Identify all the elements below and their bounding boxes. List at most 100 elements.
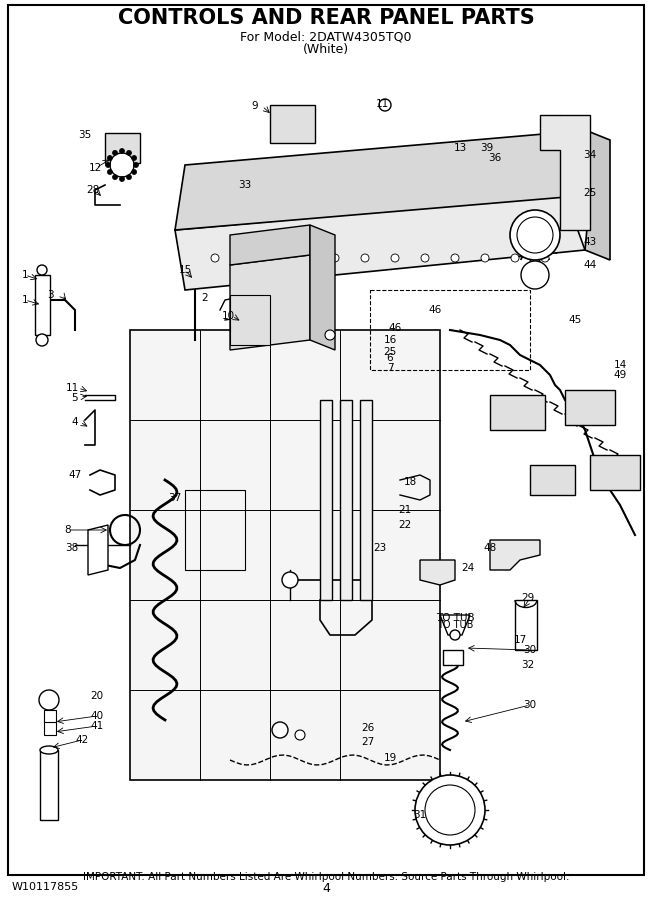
Polygon shape [490, 540, 540, 570]
Circle shape [132, 156, 137, 160]
Text: 14: 14 [614, 360, 627, 370]
Text: 19: 19 [383, 753, 396, 763]
Circle shape [421, 254, 429, 262]
Circle shape [108, 156, 112, 160]
Text: CONTROLS AND REAR PANEL PARTS: CONTROLS AND REAR PANEL PARTS [117, 8, 535, 28]
Text: 2: 2 [201, 293, 208, 303]
Bar [270, 105, 315, 143]
Text: 6: 6 [387, 353, 393, 363]
Circle shape [451, 254, 459, 262]
Text: TO TUB: TO TUB [437, 620, 473, 630]
Bar [35, 275, 50, 335]
Text: 21: 21 [398, 505, 411, 515]
Text: 37: 37 [168, 493, 182, 503]
Bar [130, 330, 440, 780]
Circle shape [110, 153, 134, 177]
Circle shape [282, 572, 298, 588]
Circle shape [211, 254, 219, 262]
Text: 5: 5 [72, 393, 78, 403]
Text: (White): (White) [303, 43, 349, 56]
Circle shape [113, 150, 117, 156]
Bar [105, 133, 140, 163]
Bar [590, 455, 640, 490]
Circle shape [511, 254, 519, 262]
Circle shape [39, 690, 59, 710]
Bar [320, 400, 332, 600]
Bar [370, 290, 530, 370]
Bar [185, 490, 245, 570]
Text: 47: 47 [68, 470, 82, 480]
Bar [230, 295, 270, 345]
Circle shape [36, 334, 48, 346]
Text: 45: 45 [569, 315, 582, 325]
Text: 40: 40 [91, 711, 104, 721]
Circle shape [425, 785, 475, 835]
Text: 44: 44 [584, 260, 597, 270]
Text: 7: 7 [387, 363, 393, 373]
Circle shape [271, 254, 279, 262]
Bar [340, 400, 352, 600]
Text: 34: 34 [584, 150, 597, 160]
Text: 30: 30 [524, 700, 537, 710]
Text: 25: 25 [584, 188, 597, 198]
Text: 28: 28 [86, 185, 100, 195]
Polygon shape [88, 525, 108, 575]
Circle shape [521, 261, 549, 289]
Text: 1: 1 [22, 270, 28, 280]
Bar [44, 710, 56, 722]
Circle shape [481, 254, 489, 262]
Text: 43: 43 [584, 237, 597, 247]
Polygon shape [440, 615, 470, 635]
Text: 13: 13 [453, 143, 467, 153]
Circle shape [132, 169, 137, 175]
Circle shape [134, 163, 138, 167]
Text: 39: 39 [481, 143, 494, 153]
Text: 46: 46 [389, 323, 402, 333]
Circle shape [119, 148, 125, 154]
Text: TO TUB: TO TUB [436, 613, 474, 623]
Circle shape [272, 722, 288, 738]
Bar [530, 465, 575, 495]
Text: 29: 29 [522, 593, 535, 603]
Circle shape [241, 254, 249, 262]
Text: 3: 3 [47, 290, 53, 300]
Bar [515, 600, 537, 650]
Text: 18: 18 [404, 477, 417, 487]
Bar [490, 395, 545, 430]
Circle shape [325, 330, 335, 340]
Circle shape [295, 730, 305, 740]
Circle shape [379, 99, 391, 111]
Text: 23: 23 [374, 543, 387, 553]
Circle shape [517, 217, 553, 253]
Circle shape [119, 176, 125, 182]
Circle shape [391, 254, 399, 262]
Circle shape [331, 254, 339, 262]
Circle shape [415, 775, 485, 845]
Text: 26: 26 [361, 723, 375, 733]
Text: 10: 10 [222, 311, 235, 321]
Text: 32: 32 [522, 660, 535, 670]
Polygon shape [175, 130, 590, 230]
Text: 42: 42 [76, 735, 89, 745]
Text: 4: 4 [322, 882, 330, 895]
Text: 22: 22 [398, 520, 411, 530]
Text: 30: 30 [524, 645, 537, 655]
Text: 49: 49 [614, 370, 627, 380]
Text: For Model: 2DATW4305TQ0: For Model: 2DATW4305TQ0 [240, 30, 412, 43]
Circle shape [541, 254, 549, 262]
Text: 11: 11 [376, 99, 389, 109]
Polygon shape [420, 560, 455, 585]
Text: IMPORTANT: All Part Numbers Listed Are Whirlpool Numbers. Source Parts Through W: IMPORTANT: All Part Numbers Listed Are W… [83, 872, 569, 882]
Circle shape [450, 630, 460, 640]
Polygon shape [230, 255, 310, 350]
Text: 20: 20 [91, 691, 104, 701]
Text: 4: 4 [72, 417, 78, 427]
Text: 35: 35 [78, 130, 92, 140]
Text: 25: 25 [383, 347, 396, 357]
Circle shape [126, 150, 132, 156]
Text: 48: 48 [483, 543, 497, 553]
Polygon shape [175, 195, 585, 290]
Polygon shape [230, 225, 310, 265]
Text: W10117855: W10117855 [12, 882, 80, 892]
Text: 36: 36 [488, 153, 501, 163]
